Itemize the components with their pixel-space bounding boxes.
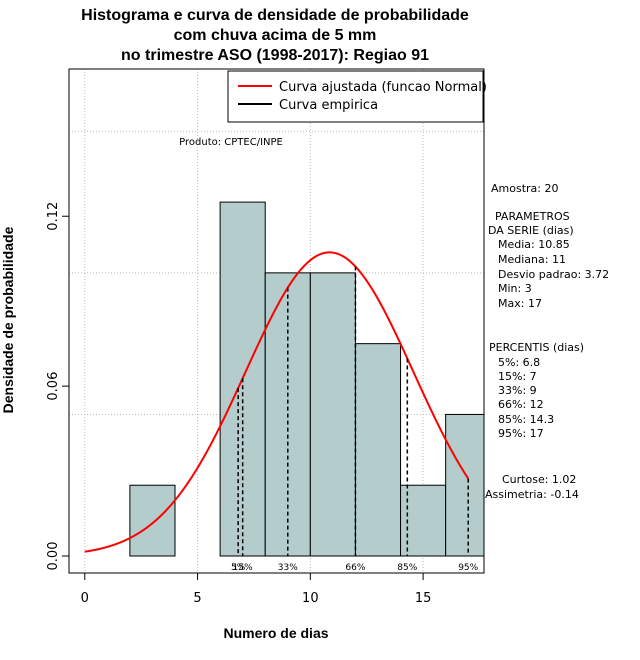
percentile-label: 5% <box>231 563 246 573</box>
percentile-label: 66% <box>345 563 365 573</box>
histogram-bar <box>445 413 485 557</box>
param-min: Min: 3 <box>498 282 532 295</box>
product-label: Produto: CPTEC/INPE <box>179 137 283 148</box>
percentile-label: 85% <box>397 563 417 573</box>
params-header-1: PARAMETROS <box>495 210 570 223</box>
skewness: Assimetria: -0.14 <box>485 488 579 501</box>
chart-title-line-3: no trimestre ASO (1998-2017): Regiao 91 <box>121 47 429 64</box>
y-axis-label: Densidade de probabilidade <box>0 226 16 413</box>
chart-title-line-1: Histograma e curva de densidade de proba… <box>81 7 469 24</box>
param-median: Mediana: 11 <box>498 253 566 266</box>
percentile-label: 95% <box>458 563 478 573</box>
percentile-label: 33% <box>278 563 298 573</box>
x-tick-label: 5 <box>193 591 201 606</box>
x-axis-label: Numero de dias <box>223 625 328 641</box>
normal-curve-layer <box>84 251 470 553</box>
percentile-15: 15%: 7 <box>498 370 537 383</box>
percentile-label: 15% <box>233 563 253 573</box>
legend-box <box>227 70 484 123</box>
percentile-5: 5%: 6.8 <box>498 356 541 369</box>
param-mean: Media: 10.85 <box>498 238 570 251</box>
percentile-33: 33%: 9 <box>498 384 537 397</box>
percentile-lines: 5%15% 33% 66% 85% 95% <box>231 266 479 573</box>
histogram-bar <box>400 484 447 557</box>
sample-size: Amostra: 20 <box>491 182 559 195</box>
y-tick-label: 0.00 <box>46 542 61 571</box>
histogram-bars <box>129 201 485 557</box>
param-std: Desvio padrao: 3.72 <box>498 268 610 281</box>
kurtosis: Curtose: 1.02 <box>502 473 577 486</box>
x-tick-label: 15 <box>415 591 432 606</box>
percentile-66: 66%: 12 <box>498 398 544 411</box>
percentis-header: PERCENTIS (dias) <box>489 341 585 354</box>
percentile-95: 95%: 17 <box>498 427 544 440</box>
param-max: Max: 17 <box>498 297 542 310</box>
chart-title-line-2: com chuva acima de 5 mm <box>173 27 377 44</box>
histogram-bar <box>309 272 356 557</box>
legend: Curva ajustada (funcao Normal) Curva emp… <box>227 70 487 123</box>
histogram-bar <box>129 484 176 557</box>
x-tick-label: 10 <box>302 591 319 606</box>
params-header-2: DA SERIE (dias) <box>488 224 574 237</box>
percentile-85: 85%: 14.3 <box>498 413 555 426</box>
x-axis: 0 5 10 15 <box>81 572 432 606</box>
x-tick-label: 0 <box>81 591 89 606</box>
y-axis: 0.00 0.06 0.12 <box>46 202 70 571</box>
histogram-bar <box>354 343 402 557</box>
legend-label-empirical: Curva empirica <box>279 98 378 113</box>
legend-label-fitted: Curva ajustada (funcao Normal) <box>279 80 487 95</box>
normal-curve <box>84 251 470 553</box>
y-tick-label: 0.12 <box>46 202 61 231</box>
y-tick-label: 0.06 <box>46 372 61 401</box>
